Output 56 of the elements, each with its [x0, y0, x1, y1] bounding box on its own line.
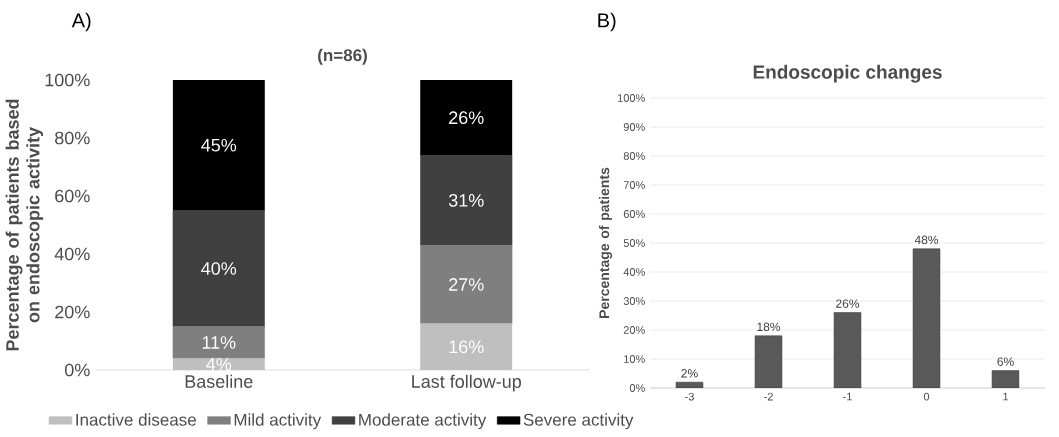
bar: [172, 210, 265, 327]
data-label: 45%: [201, 138, 237, 152]
x-tick-label: Last follow-up: [412, 374, 522, 392]
bar: [912, 248, 941, 388]
y-tick-label: 20%: [623, 326, 645, 334]
y-tick-label: 100%: [45, 73, 90, 87]
data-label: 4%: [206, 357, 232, 371]
text: B): [598, 12, 616, 32]
y-tick-label: 80%: [623, 152, 645, 160]
y-tick-label: 90%: [623, 123, 645, 131]
legend-label: Severe activity: [523, 413, 634, 430]
x-tick-label: 1: [1003, 392, 1009, 401]
y-axis-title: Percentage of patients based on endoscopic activity: [5, 99, 44, 351]
y-tick-label: 10%: [624, 355, 645, 363]
data-label: 18%: [757, 322, 781, 332]
data-label: 40%: [201, 262, 237, 275]
bar: [420, 80, 513, 156]
chart-title: Endoscopic changes: [753, 64, 942, 83]
y-tick-label: 30%: [623, 297, 645, 305]
y-tick-label: 20%: [55, 305, 90, 319]
y-axis-title: Percentage of patients: [598, 167, 613, 318]
x-tick-label: Baseline: [185, 374, 253, 388]
legend-label: Mild activity: [234, 413, 322, 430]
data-label: 6%: [997, 357, 1014, 366]
legend-label: Moderate activity: [359, 413, 487, 430]
bar: [420, 155, 513, 246]
data-label: 27%: [449, 278, 484, 291]
bar: [172, 326, 265, 359]
y-tick-label: 40%: [54, 247, 90, 261]
y-tick-label: 60%: [55, 189, 90, 203]
legend-label: Inactive disease: [76, 413, 196, 426]
y-tick-label: 0%: [64, 363, 90, 377]
data-label: 11%: [202, 336, 236, 349]
text: A): [71, 12, 91, 32]
x-tick-label: -3: [685, 392, 694, 401]
bar: [420, 245, 513, 324]
y-tick-label: 0%: [629, 384, 645, 392]
x-tick-label: -1: [843, 392, 852, 401]
data-label: 48%: [914, 235, 939, 245]
y-tick-label: 80%: [55, 131, 90, 145]
x-tick-label: 0: [923, 392, 930, 401]
data-label: 26%: [449, 111, 484, 125]
chart-title: (n=86): [318, 48, 367, 65]
data-label: 31%: [448, 193, 484, 207]
y-tick-label: 100%: [618, 94, 645, 102]
x-tick-label: -2: [764, 392, 773, 401]
y-tick-label: 70%: [623, 181, 645, 189]
bar: [833, 312, 862, 388]
bar: [754, 335, 783, 388]
y-tick-label: 50%: [623, 239, 645, 247]
data-label: 2%: [681, 369, 698, 378]
data-label: 26%: [836, 299, 860, 308]
y-tick-label: 40%: [623, 268, 645, 276]
y-tick-label: 60%: [623, 210, 645, 218]
data-label: 16%: [449, 340, 484, 354]
bar: [172, 80, 265, 211]
